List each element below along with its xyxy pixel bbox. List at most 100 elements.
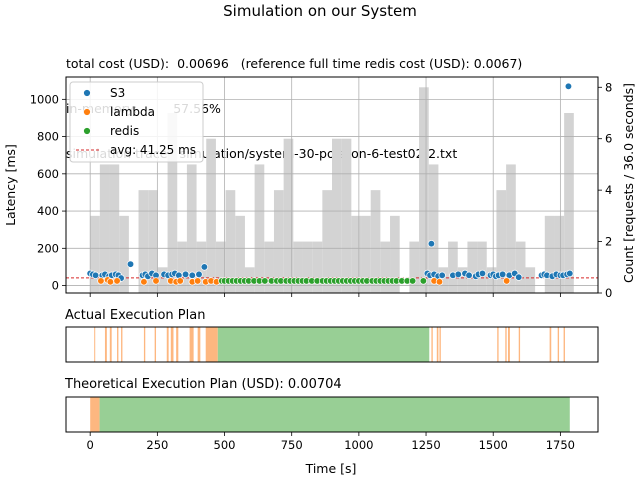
histogram-bar (148, 190, 158, 293)
plan-segment-lambda (166, 327, 169, 362)
latency-plot: 0 200 400 600 800 1000 0 2 4 6 8 Latency [ms] Cou… (3, 76, 636, 300)
histogram-bar (186, 164, 197, 293)
histogram-bar (409, 241, 420, 293)
point-s3 (427, 240, 436, 248)
right-axis-ticks: 0 2 4 6 8 (598, 80, 612, 300)
histogram-bar (215, 241, 226, 293)
y2-tick-label: 0 (605, 286, 612, 300)
histogram-bar (109, 164, 120, 293)
plan-segment-lambda (94, 327, 96, 362)
histogram-bar (351, 215, 362, 293)
plan-segment-lambda (505, 327, 507, 362)
plan-segment-lambda (497, 327, 499, 362)
histogram-bar (90, 215, 100, 293)
x-tick-label: 750 (281, 438, 303, 452)
plan-segment-lambda (205, 327, 218, 362)
request-count-histogram (90, 87, 574, 294)
actual-plan-frame (65, 326, 599, 363)
plan-segment-lambda (189, 327, 194, 362)
histogram-bar (177, 241, 187, 293)
y2-tick-label: 8 (605, 80, 612, 94)
theoretical-plan-bars (90, 397, 570, 432)
point-redis (261, 277, 269, 285)
y-tick-label: 1000 (30, 92, 59, 106)
histogram-bar (448, 241, 458, 293)
histogram-bar (332, 138, 342, 293)
histogram-bar (293, 241, 303, 293)
point-lambda (176, 277, 184, 285)
point-lambda (113, 277, 121, 285)
x-tick-label: 0 (87, 438, 94, 452)
point-redis (419, 277, 428, 285)
histogram-bar (206, 138, 216, 293)
histogram-bar (235, 215, 245, 293)
y-tick-label: 600 (37, 167, 59, 181)
y2-tick-label: 6 (605, 132, 612, 146)
left-axis-ticks: 0 200 400 600 800 1000 (30, 92, 66, 293)
histogram-bar (361, 215, 371, 293)
plan-segment-lambda (117, 327, 119, 362)
histogram-bar (312, 241, 323, 293)
point-lambda (152, 277, 160, 285)
latency-points (86, 82, 574, 286)
histogram-bar (225, 190, 236, 293)
plan-segment-lambda (549, 327, 552, 362)
x-tick-label: 1750 (546, 438, 575, 452)
y-tick-label: 400 (37, 204, 59, 218)
legend-label-s3: S3 (110, 86, 125, 100)
histogram-bar (496, 190, 507, 293)
legend-box (69, 81, 204, 163)
point-s3 (126, 260, 135, 268)
plan-segment-lambda (431, 327, 433, 362)
latency-plot-frame (65, 76, 599, 294)
point-s3 (454, 270, 462, 279)
point-s3 (188, 271, 196, 279)
point-s3 (200, 263, 209, 271)
x-axis-label: Time [s] (305, 461, 357, 476)
y-tick-label: 200 (37, 241, 59, 255)
histogram-bar (438, 267, 449, 293)
histogram-bar (138, 190, 149, 293)
legend-label-redis: redis (110, 124, 139, 138)
histogram-bar (515, 241, 526, 293)
x-tick-label: 1500 (479, 438, 508, 452)
y2-tick-label: 2 (605, 235, 612, 249)
x-tick-label: 1250 (411, 438, 440, 452)
x-tick-label: 250 (146, 438, 168, 452)
figure-title: Simulation on our System (223, 2, 417, 20)
histogram-bar (370, 190, 381, 293)
theoretical-plan-frame (65, 396, 599, 433)
plan-segment-lambda (121, 327, 123, 362)
theoretical-plan-title: Theoretical Execution Plan (USD): 0.0070… (64, 377, 342, 392)
histogram-bar (119, 215, 129, 293)
plan-segment-lambda (197, 327, 201, 362)
legend-label-avg: avg: 41.25 ms (110, 143, 196, 157)
point-s3 (498, 270, 507, 279)
histogram-bar (157, 267, 168, 293)
plan-segment-lambda (518, 327, 521, 362)
y2-axis-label: Count [requests / 36.0 seconds] (621, 83, 636, 283)
histogram-bar (254, 164, 265, 293)
histogram-bar (544, 215, 555, 293)
legend-label-lambda: lambda (110, 105, 155, 119)
bottom-x-ticks: 0 250 500 750 1000 1250 1500 1750 (87, 432, 575, 452)
histogram-bar (273, 190, 284, 293)
plan-segment-redis (99, 397, 570, 432)
point-s3 (91, 271, 100, 279)
plan-segment-lambda (104, 327, 107, 362)
plan-segment-lambda (143, 327, 146, 362)
histogram-bar (341, 138, 352, 293)
histogram-bar (506, 164, 516, 293)
histogram-bar (525, 267, 536, 293)
point-lambda (502, 277, 511, 285)
plan-segment-lambda (507, 327, 510, 362)
histogram-bar (486, 267, 497, 293)
y2-tick-label: 4 (605, 183, 612, 197)
plan-segment-lambda (170, 327, 174, 362)
y-tick-label: 800 (37, 130, 59, 144)
x-tick-label: 500 (214, 438, 236, 452)
histogram-bar (99, 164, 110, 293)
point-redis (408, 277, 417, 285)
histogram-bar (564, 113, 574, 293)
